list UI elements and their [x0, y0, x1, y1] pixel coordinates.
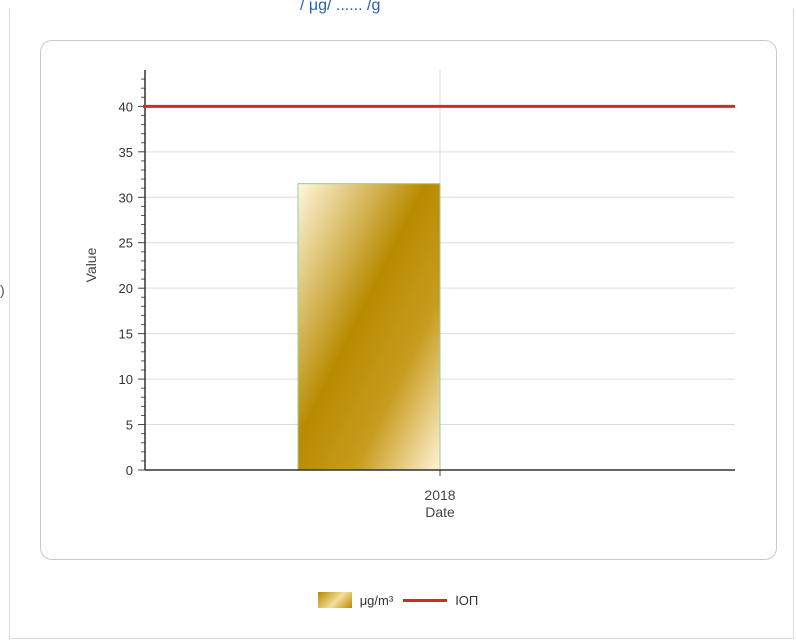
chart-legend: μg/m³ ΙΟΠ [0, 585, 796, 615]
y-tick-label: 25 [119, 236, 133, 251]
y-tick-label: 10 [119, 372, 133, 387]
legend-line-label: ΙΟΠ [455, 592, 479, 608]
legend-bar-label: μg/m³ [359, 592, 394, 608]
y-tick-label: 40 [119, 99, 133, 114]
y-axis-title: Value [83, 247, 99, 282]
legend-line-swatch [403, 598, 448, 602]
y-tick-label: 35 [119, 145, 133, 160]
chart-title-fragment: / μg/ ...... /g [300, 0, 381, 14]
bar-2018 [297, 183, 441, 471]
legend-bar-swatch [317, 592, 352, 608]
y-tick-label: 5 [126, 418, 133, 433]
edge-glyph: ) [0, 282, 5, 298]
x-axis-title: Date [425, 504, 455, 520]
legend-item-bar[interactable]: μg/m³ [317, 592, 394, 608]
chart-frame: / μg/ ...... /g [9, 0, 794, 639]
y-tick-label: 0 [126, 463, 133, 478]
x-tick-label: 2018 [424, 487, 455, 503]
y-tick-label: 30 [119, 190, 133, 205]
y-tick-label: 20 [119, 281, 133, 296]
y-tick-label: 15 [119, 327, 133, 342]
legend-item-line[interactable]: ΙΟΠ [403, 593, 478, 608]
